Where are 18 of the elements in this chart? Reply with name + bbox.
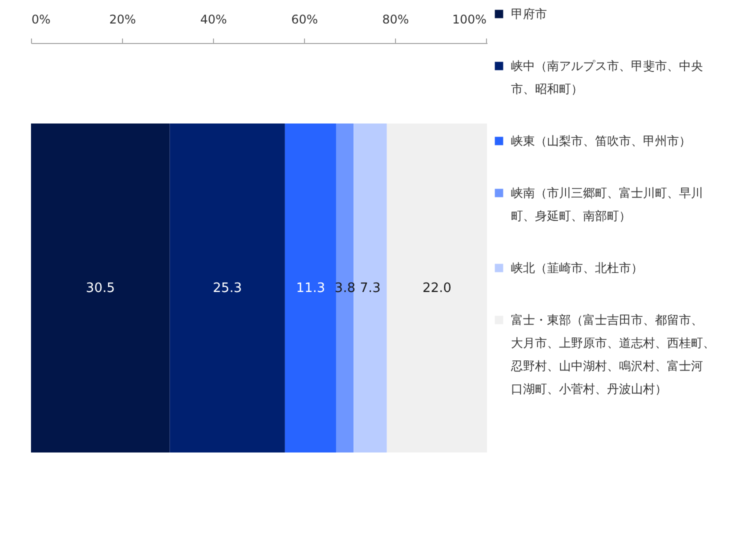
legend-label: 峡北（韮崎市、北杜市）	[511, 261, 643, 275]
x-tick-label: 80%	[382, 12, 409, 26]
x-tick-label: 60%	[291, 12, 318, 26]
data-label: 7.3	[360, 281, 381, 296]
data-label: 30.5	[86, 281, 115, 296]
data-label: 3.8	[334, 281, 356, 296]
legend-label: 甲府市	[511, 7, 547, 21]
x-tick-label: 0%	[32, 12, 51, 26]
data-label: 25.3	[212, 281, 242, 296]
data-label: 22.0	[422, 281, 452, 296]
x-tick-label: 40%	[200, 12, 227, 26]
legend-label: 富士・東部（富士吉田市、都留市、大月市、上野原市、道志村、西桂町、忍野村、山中湖村、鳴沢村、富士河口湖町、小菅村、丹波山村）	[510, 313, 715, 396]
legend-label: 峡中（南アルプス市、甲斐市、中央市、昭和町）	[511, 59, 703, 96]
x-tick-label: 20%	[109, 12, 136, 26]
data-label: 11.3	[296, 281, 326, 296]
legend-label: 峡南（市川三郷町、富士川町、早川町、身延町、南部町）	[511, 186, 703, 223]
x-tick-label: 100%	[452, 12, 487, 26]
legend-label: 峡東（山梨市、笛吹市、甲州市）	[511, 134, 691, 148]
